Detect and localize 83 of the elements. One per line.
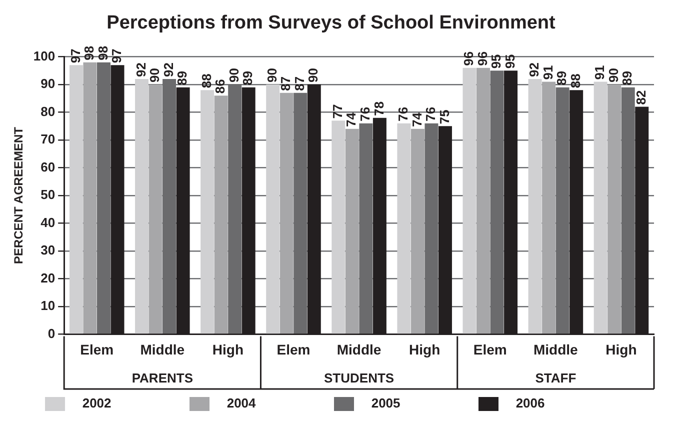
data-label: 82 bbox=[633, 90, 648, 105]
legend-label: 2002 bbox=[72, 396, 184, 411]
y-tick-label: 0 bbox=[48, 326, 56, 341]
x-tick-label: Elem bbox=[473, 341, 507, 358]
data-label: 87 bbox=[292, 76, 307, 91]
data-label: 74 bbox=[409, 112, 424, 127]
bar bbox=[83, 62, 97, 334]
data-label: 92 bbox=[160, 62, 176, 77]
x-tick-label: Elem bbox=[80, 341, 114, 358]
y-tick-label: 70 bbox=[40, 132, 56, 147]
x-tick-label: Middle bbox=[140, 341, 185, 358]
data-label: 92 bbox=[526, 62, 542, 77]
data-label: 90 bbox=[264, 68, 280, 83]
data-label: 91 bbox=[592, 65, 608, 80]
data-label: 95 bbox=[502, 54, 518, 69]
legend-label: 2006 bbox=[504, 396, 617, 411]
data-label: 90 bbox=[306, 68, 321, 83]
bar bbox=[476, 68, 490, 334]
data-label: 97 bbox=[109, 48, 124, 64]
data-label: 86 bbox=[212, 79, 228, 94]
legend-label: 2005 bbox=[360, 396, 472, 411]
data-label: 78 bbox=[371, 101, 386, 116]
data-label: 90 bbox=[606, 68, 621, 83]
data-label: 75 bbox=[436, 110, 452, 124]
data-label: 97 bbox=[68, 48, 83, 64]
bar bbox=[69, 65, 83, 334]
bar bbox=[397, 123, 411, 334]
bar bbox=[200, 90, 214, 334]
bar bbox=[135, 78, 149, 334]
data-label: 89 bbox=[240, 70, 256, 86]
data-label: 90 bbox=[226, 68, 242, 83]
bar bbox=[542, 82, 556, 334]
x-tick-label: High bbox=[606, 341, 637, 358]
bar bbox=[345, 128, 359, 334]
legend-label: 2004 bbox=[216, 396, 328, 411]
bar bbox=[280, 92, 294, 334]
bar bbox=[148, 84, 162, 334]
data-label: 92 bbox=[133, 62, 148, 77]
data-label: 89 bbox=[554, 70, 570, 86]
chart-title: Perceptions from Surveys of School Environment bbox=[106, 12, 556, 34]
data-label: 98 bbox=[82, 46, 97, 60]
x-tick-label: Middle bbox=[336, 341, 382, 358]
y-tick-label: 20 bbox=[40, 270, 56, 286]
data-label: 74 bbox=[344, 112, 359, 127]
data-label: 88 bbox=[568, 74, 583, 88]
data-label: 90 bbox=[147, 68, 162, 83]
bar bbox=[410, 128, 424, 334]
y-axis-title: PERCENT AGREEMENT bbox=[12, 126, 26, 264]
y-tick-label: 30 bbox=[40, 242, 56, 258]
data-label: 77 bbox=[330, 104, 345, 119]
y-tick-label: 10 bbox=[40, 298, 56, 314]
bar bbox=[332, 120, 346, 334]
data-label: 88 bbox=[198, 74, 214, 88]
text: PARENTS bbox=[132, 370, 194, 386]
x-tick-label: High bbox=[212, 341, 244, 358]
data-label: 96 bbox=[474, 51, 490, 66]
y-tick-label: 90 bbox=[40, 76, 56, 92]
bar bbox=[462, 68, 476, 334]
text: STUDENTS bbox=[324, 370, 394, 386]
data-label: 87 bbox=[278, 76, 294, 91]
y-tick-label: 80 bbox=[40, 104, 56, 119]
y-tick-label: 50 bbox=[40, 187, 56, 202]
x-tick-label: Middle bbox=[534, 341, 578, 358]
bar bbox=[594, 82, 608, 334]
data-label: 76 bbox=[358, 106, 373, 122]
x-tick-label: Elem bbox=[276, 341, 310, 358]
data-label: 91 bbox=[540, 65, 556, 80]
bar bbox=[528, 78, 542, 334]
bar bbox=[266, 84, 280, 334]
bar bbox=[214, 96, 228, 334]
x-tick-label: High bbox=[409, 341, 440, 358]
bar bbox=[608, 84, 622, 334]
data-label: 89 bbox=[620, 70, 635, 86]
data-label: 96 bbox=[461, 51, 476, 66]
data-label: 95 bbox=[488, 54, 504, 69]
y-tick-label: 100 bbox=[33, 48, 56, 64]
text: STAFF bbox=[535, 370, 576, 386]
data-label: 76 bbox=[396, 106, 411, 122]
y-tick-label: 40 bbox=[40, 214, 56, 230]
data-label: 89 bbox=[174, 70, 190, 86]
y-tick-label: 60 bbox=[40, 159, 56, 174]
data-label: 76 bbox=[423, 106, 438, 122]
data-label: 98 bbox=[95, 46, 110, 60]
